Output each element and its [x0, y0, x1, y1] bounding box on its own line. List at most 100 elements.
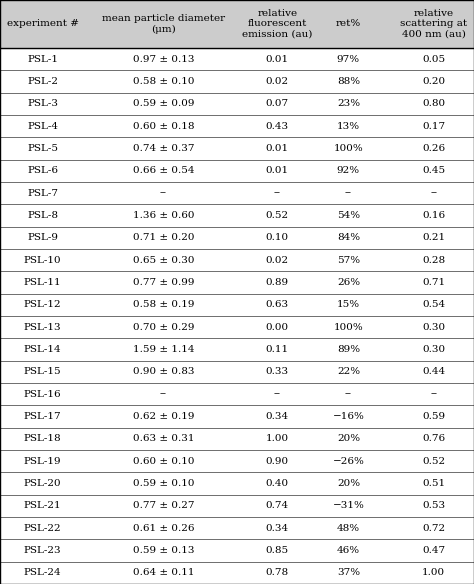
Text: 0.63 ± 0.31: 0.63 ± 0.31 [133, 434, 194, 443]
Text: 1.00: 1.00 [266, 434, 289, 443]
Text: 0.52: 0.52 [422, 457, 445, 465]
Text: 1.00: 1.00 [422, 568, 445, 578]
Text: 100%: 100% [334, 144, 363, 153]
Text: 23%: 23% [337, 99, 360, 108]
Text: 0.63: 0.63 [266, 300, 289, 310]
Text: 0.61 ± 0.26: 0.61 ± 0.26 [133, 524, 194, 533]
Text: 1.59 ± 1.14: 1.59 ± 1.14 [133, 345, 194, 354]
Text: 0.30: 0.30 [422, 322, 445, 332]
Text: 0.20: 0.20 [422, 77, 445, 86]
Text: 0.30: 0.30 [422, 345, 445, 354]
Text: 0.34: 0.34 [266, 412, 289, 421]
Text: 1.36 ± 0.60: 1.36 ± 0.60 [133, 211, 194, 220]
Text: PSL-11: PSL-11 [24, 278, 62, 287]
Text: 0.97 ± 0.13: 0.97 ± 0.13 [133, 54, 194, 64]
Text: 0.00: 0.00 [266, 322, 289, 332]
Text: 13%: 13% [337, 121, 360, 131]
Text: 0.33: 0.33 [266, 367, 289, 376]
Text: 46%: 46% [337, 546, 360, 555]
Text: 0.44: 0.44 [422, 367, 445, 376]
Text: PSL-23: PSL-23 [24, 546, 62, 555]
Bar [0, 0, 474, 48]
Text: 15%: 15% [337, 300, 360, 310]
Text: 0.59 ± 0.10: 0.59 ± 0.10 [133, 479, 194, 488]
Text: 0.62 ± 0.19: 0.62 ± 0.19 [133, 412, 194, 421]
Text: 84%: 84% [337, 233, 360, 242]
Text: PSL-12: PSL-12 [24, 300, 62, 310]
Text: 0.66 ± 0.54: 0.66 ± 0.54 [133, 166, 194, 175]
Text: 0.51: 0.51 [422, 479, 445, 488]
Text: 0.52: 0.52 [266, 211, 289, 220]
Text: 0.11: 0.11 [266, 345, 289, 354]
Text: 0.71: 0.71 [422, 278, 445, 287]
Text: 0.21: 0.21 [422, 233, 445, 242]
Text: 0.05: 0.05 [422, 54, 445, 64]
Text: 0.53: 0.53 [422, 501, 445, 510]
Text: 0.01: 0.01 [266, 166, 289, 175]
Text: 0.74 ± 0.37: 0.74 ± 0.37 [133, 144, 194, 153]
Text: experiment #: experiment # [7, 19, 79, 29]
Text: PSL-1: PSL-1 [27, 54, 58, 64]
Text: 22%: 22% [337, 367, 360, 376]
Text: 0.80: 0.80 [422, 99, 445, 108]
Text: −16%: −16% [332, 412, 365, 421]
Text: 0.16: 0.16 [422, 211, 445, 220]
Text: --: -- [430, 189, 437, 197]
Text: PSL-7: PSL-7 [27, 189, 58, 197]
Text: PSL-22: PSL-22 [24, 524, 62, 533]
Text: --: -- [160, 189, 167, 197]
Text: 0.34: 0.34 [266, 524, 289, 533]
Text: 0.76: 0.76 [422, 434, 445, 443]
Text: 0.10: 0.10 [266, 233, 289, 242]
Text: 0.72: 0.72 [422, 524, 445, 533]
Text: 0.60 ± 0.10: 0.60 ± 0.10 [133, 457, 194, 465]
Text: 0.90 ± 0.83: 0.90 ± 0.83 [133, 367, 194, 376]
Text: 0.85: 0.85 [266, 546, 289, 555]
Text: 0.43: 0.43 [266, 121, 289, 131]
Text: 0.59 ± 0.09: 0.59 ± 0.09 [133, 99, 194, 108]
Text: 92%: 92% [337, 166, 360, 175]
Text: PSL-17: PSL-17 [24, 412, 62, 421]
Text: 0.01: 0.01 [266, 54, 289, 64]
Text: PSL-20: PSL-20 [24, 479, 62, 488]
Text: 0.74: 0.74 [266, 501, 289, 510]
Text: 0.89: 0.89 [266, 278, 289, 287]
Text: --: -- [274, 390, 281, 399]
Text: 0.90: 0.90 [266, 457, 289, 465]
Text: relative
fluorescent
emission (au): relative fluorescent emission (au) [242, 9, 312, 39]
Text: PSL-10: PSL-10 [24, 256, 62, 265]
Text: PSL-21: PSL-21 [24, 501, 62, 510]
Text: 0.65 ± 0.30: 0.65 ± 0.30 [133, 256, 194, 265]
Text: PSL-9: PSL-9 [27, 233, 58, 242]
Text: PSL-13: PSL-13 [24, 322, 62, 332]
Text: PSL-4: PSL-4 [27, 121, 58, 131]
Text: 0.45: 0.45 [422, 166, 445, 175]
Text: 20%: 20% [337, 434, 360, 443]
Text: 0.58 ± 0.19: 0.58 ± 0.19 [133, 300, 194, 310]
Text: 88%: 88% [337, 77, 360, 86]
Text: 89%: 89% [337, 345, 360, 354]
Text: 0.26: 0.26 [422, 144, 445, 153]
Text: 100%: 100% [334, 322, 363, 332]
Text: ret%: ret% [336, 19, 361, 29]
Text: 37%: 37% [337, 568, 360, 578]
Text: 0.47: 0.47 [422, 546, 445, 555]
Text: 0.78: 0.78 [266, 568, 289, 578]
Text: 0.71 ± 0.20: 0.71 ± 0.20 [133, 233, 194, 242]
Text: 20%: 20% [337, 479, 360, 488]
Text: PSL-24: PSL-24 [24, 568, 62, 578]
Text: 0.70 ± 0.29: 0.70 ± 0.29 [133, 322, 194, 332]
Text: −26%: −26% [332, 457, 365, 465]
Text: PSL-5: PSL-5 [27, 144, 58, 153]
Text: PSL-6: PSL-6 [27, 166, 58, 175]
Text: PSL-18: PSL-18 [24, 434, 62, 443]
Text: 97%: 97% [337, 54, 360, 64]
Text: 0.77 ± 0.27: 0.77 ± 0.27 [133, 501, 194, 510]
Text: --: -- [345, 189, 352, 197]
Text: PSL-19: PSL-19 [24, 457, 62, 465]
Text: 26%: 26% [337, 278, 360, 287]
Text: relative
scattering at
400 nm (au): relative scattering at 400 nm (au) [400, 9, 467, 39]
Text: −31%: −31% [332, 501, 365, 510]
Text: 0.02: 0.02 [266, 256, 289, 265]
Text: 48%: 48% [337, 524, 360, 533]
